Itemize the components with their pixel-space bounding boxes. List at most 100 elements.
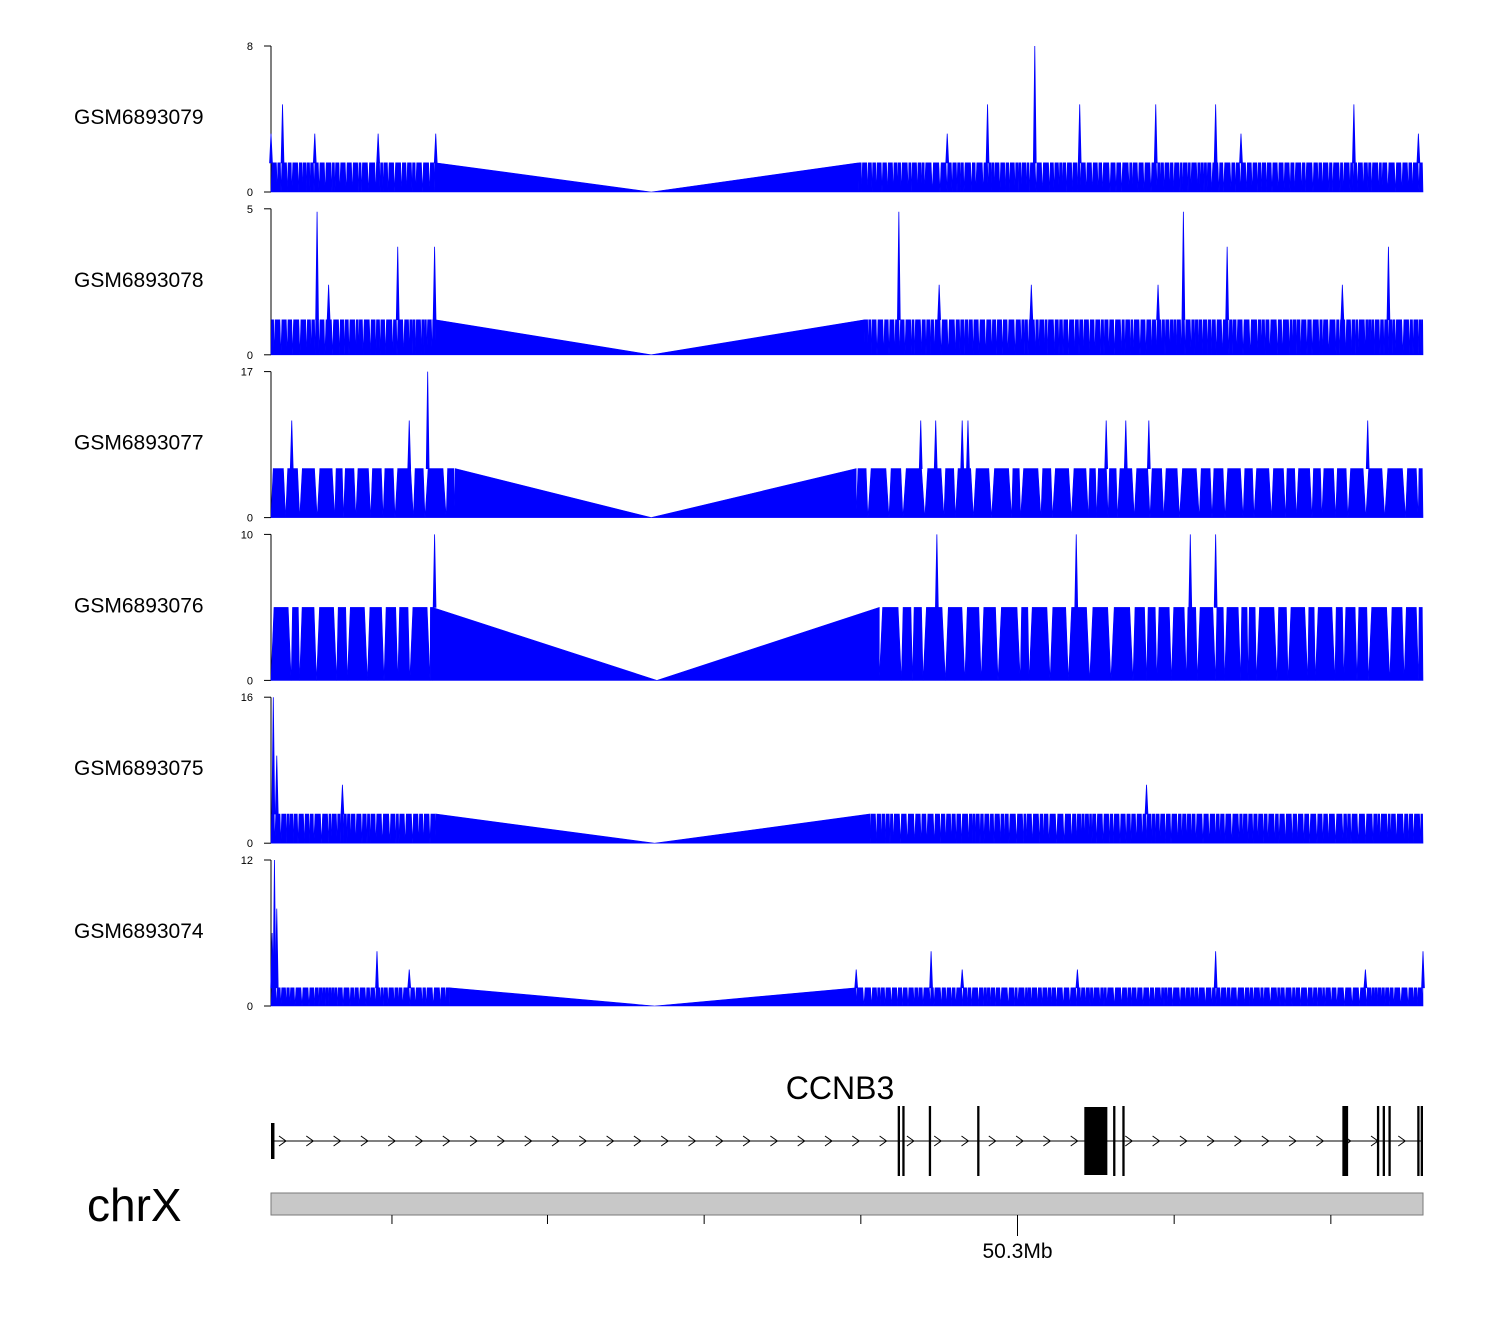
coverage-peak <box>274 755 279 815</box>
coverage-peak <box>985 104 990 164</box>
gene-track: CCNB3 <box>271 1070 1423 1176</box>
track-label: GSM6893078 <box>74 269 204 292</box>
coverage-peak <box>1075 969 1080 989</box>
strand-arrow <box>988 1135 997 1147</box>
coverage-peak <box>407 969 412 989</box>
strand-arrow <box>1070 1135 1079 1147</box>
coverage-peak <box>271 697 276 815</box>
strand-arrow <box>742 1135 751 1147</box>
track-GSM6893076: GSM6893076 10 0 <box>74 529 1424 687</box>
strand-arrow <box>1125 1135 1134 1147</box>
strand-arrow <box>1316 1135 1325 1147</box>
coverage-peak <box>375 951 379 989</box>
coverage-peak <box>432 534 437 608</box>
track-label: GSM6893076 <box>74 594 204 617</box>
coverage-peak <box>425 371 430 470</box>
coverage-peak <box>1363 969 1368 989</box>
gene-exon <box>1084 1107 1108 1175</box>
coverage-peak <box>1123 420 1128 470</box>
coverage-peak <box>1144 784 1149 815</box>
track-label: GSM6893075 <box>74 757 204 780</box>
coverage-peak <box>1181 211 1186 321</box>
y-tick-label-max: 17 <box>241 367 253 379</box>
strand-arrow <box>906 1135 915 1147</box>
track-GSM6893078: GSM6893078 5 0 <box>74 204 1424 362</box>
coverage-peak <box>289 420 294 470</box>
y-tick-label-min: 0 <box>247 350 253 362</box>
strand-arrow <box>469 1135 478 1147</box>
track-GSM6893077: GSM6893077 17 0 <box>74 367 1424 525</box>
strand-arrow <box>879 1135 888 1147</box>
strand-arrow <box>633 1135 642 1147</box>
coverage-peak <box>1104 420 1109 470</box>
coverage-peak <box>960 969 965 989</box>
coverage-peak <box>433 133 438 164</box>
y-tick-label-max: 12 <box>241 855 253 867</box>
gene-exon <box>1420 1106 1423 1176</box>
gene-name-label: CCNB3 <box>786 1070 894 1106</box>
strand-arrow <box>1015 1135 1024 1147</box>
y-tick-label-max: 16 <box>241 692 253 704</box>
gene-exon <box>902 1106 905 1176</box>
strand-arrow <box>551 1135 560 1147</box>
strand-arrow <box>961 1135 970 1147</box>
axis-coordinate-label: 50.3Mb <box>982 1240 1052 1263</box>
track-GSM6893079: GSM6893079 8 0 <box>74 41 1424 199</box>
strand-arrow <box>852 1135 861 1147</box>
coverage-peak <box>432 246 437 321</box>
coverage-peak <box>937 284 941 321</box>
gene-exon <box>1388 1106 1391 1176</box>
coverage-peak <box>1340 284 1345 321</box>
coverage-peak <box>1352 104 1356 164</box>
y-tick-label-min: 0 <box>247 675 253 687</box>
gene-exon <box>1382 1106 1385 1176</box>
strand-arrow <box>770 1135 779 1147</box>
coverage-peak <box>1239 133 1243 164</box>
coverage-peak <box>1416 133 1421 164</box>
strand-arrow <box>606 1135 615 1147</box>
coverage-peak <box>407 420 412 470</box>
coverage-peak <box>395 246 400 321</box>
coverage-peak <box>1032 45 1037 164</box>
gene-exon <box>1113 1106 1116 1176</box>
strand-arrow <box>1043 1135 1052 1147</box>
track-label: GSM6893079 <box>74 106 204 129</box>
y-tick-label-min: 0 <box>247 187 253 199</box>
strand-arrow <box>1234 1135 1243 1147</box>
gene-exon <box>1122 1106 1125 1176</box>
strand-arrow <box>797 1135 806 1147</box>
coverage-peak <box>1147 420 1151 470</box>
gene-exon <box>897 1106 900 1176</box>
coverage-peak <box>274 908 279 989</box>
strand-arrow <box>1288 1135 1297 1147</box>
coverage-peak <box>272 859 277 989</box>
y-tick-label-min: 0 <box>247 838 253 850</box>
strand-arrow <box>1179 1135 1188 1147</box>
strand-arrow <box>360 1135 369 1147</box>
gene-exon <box>271 1123 275 1159</box>
strand-arrow <box>387 1135 397 1147</box>
coverage-area <box>270 813 1424 844</box>
coverage-tracks: GSM689307980GSM689307850GSM6893077170GSM… <box>74 41 1425 1013</box>
strand-arrow <box>415 1135 424 1147</box>
coverage-peak <box>1029 284 1034 321</box>
coverage-peak <box>1213 534 1218 608</box>
gene-exon <box>1417 1106 1420 1176</box>
y-tick-label-max: 5 <box>247 204 253 216</box>
strand-arrow <box>1206 1135 1216 1147</box>
coverage-area <box>270 987 1424 1007</box>
coverage-peak <box>315 211 319 321</box>
strand-arrow <box>306 1135 315 1147</box>
coverage-peak <box>1213 951 1218 989</box>
coverage-peak <box>1365 420 1370 470</box>
strand-arrow <box>497 1135 506 1147</box>
coverage-peak <box>1074 534 1079 608</box>
track-label: GSM6893077 <box>74 432 204 455</box>
strand-arrow <box>278 1135 287 1147</box>
coverage-peak <box>1386 246 1391 321</box>
coverage-peak <box>854 969 859 989</box>
y-tick-label-max: 10 <box>241 529 253 541</box>
coverage-peak <box>933 420 938 470</box>
gene-exon <box>1342 1106 1349 1176</box>
coverage-peak <box>269 133 273 164</box>
